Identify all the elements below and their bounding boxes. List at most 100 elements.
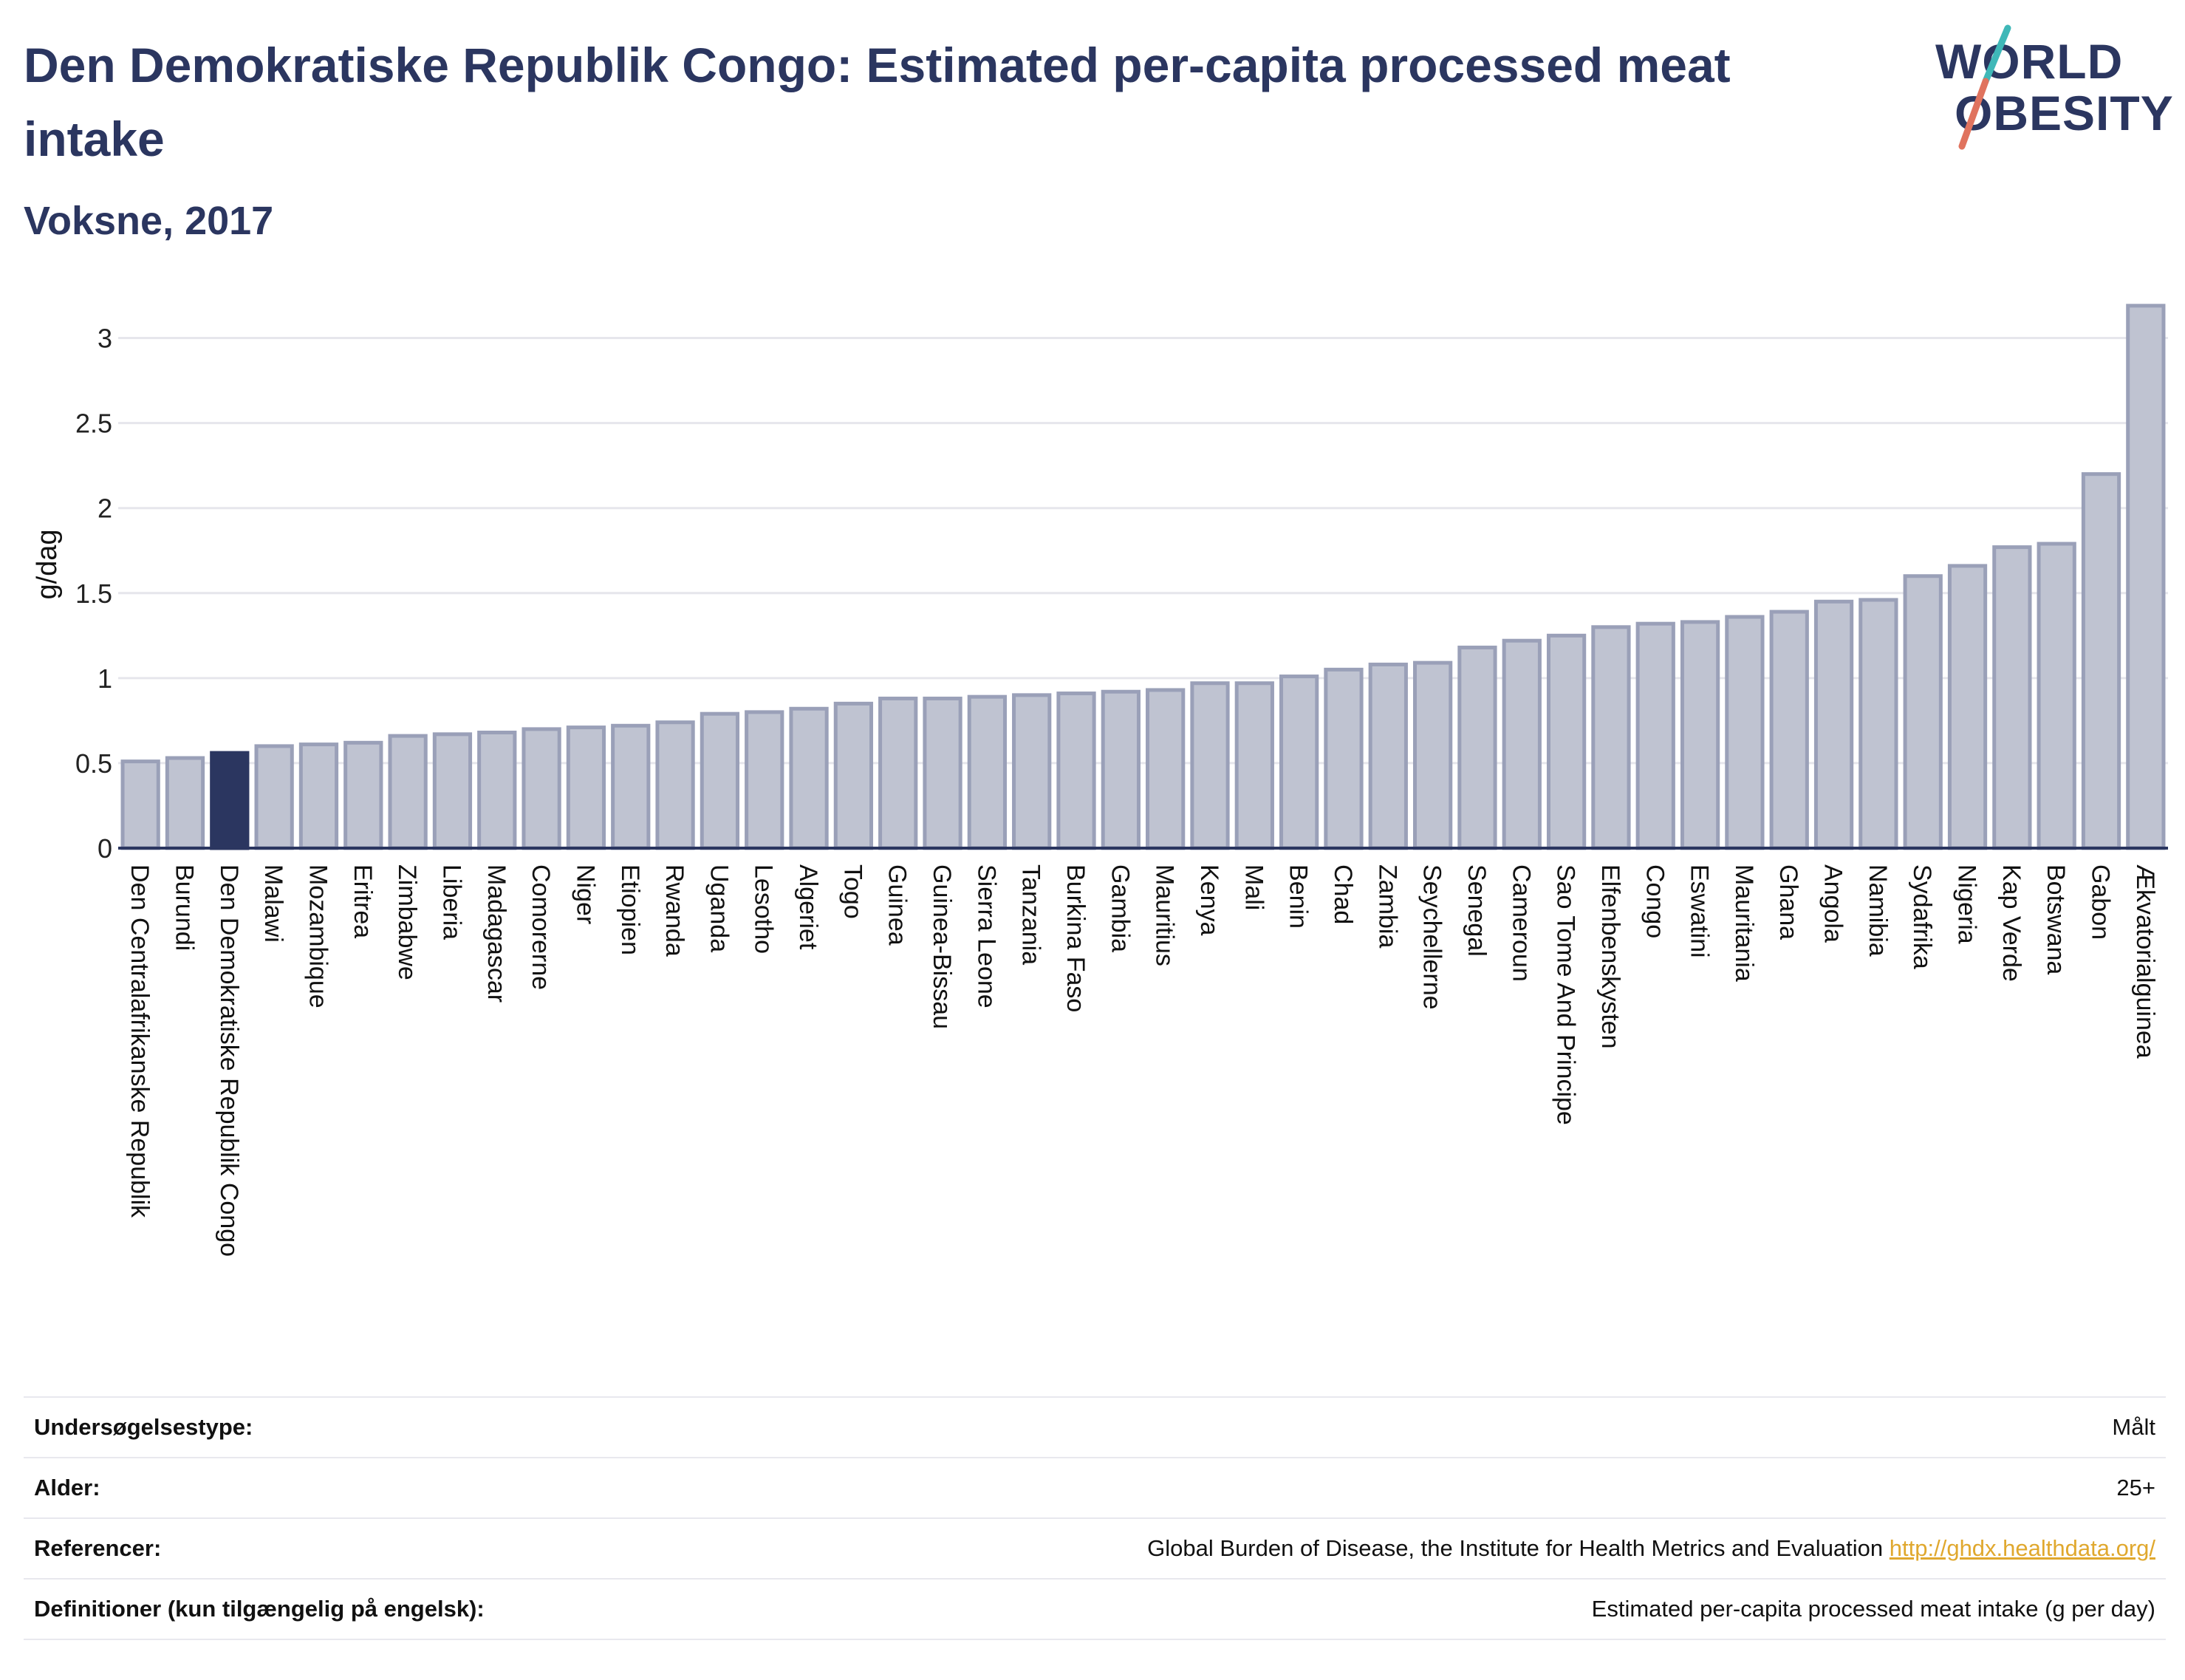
metadata-table: Undersøgelsestype: Målt Alder: 25+ Refer… (24, 1396, 2166, 1640)
bar (700, 711, 740, 850)
y-tick-label: 2 (98, 494, 112, 524)
bar (343, 740, 383, 850)
y-tick-label: 3 (98, 324, 112, 354)
bar (745, 710, 784, 850)
bar (1903, 574, 1943, 850)
metadata-label: Alder: (24, 1457, 697, 1519)
x-tick-label: Guinea-Bissau (928, 864, 956, 1029)
bar (1279, 675, 1319, 850)
x-tick-label: Congo (1641, 864, 1669, 938)
metadata-value: Estimated per-capita processed meat inta… (696, 1578, 2166, 1640)
x-tick-label: Sydafrika (1908, 864, 1936, 969)
y-tick-label: 1.5 (75, 578, 112, 609)
bar (566, 725, 606, 850)
chart-title: Den Demokratiske Republik Congo: Estimat… (24, 38, 1731, 166)
bar (923, 696, 962, 850)
x-tick-label: Kenya (1195, 864, 1223, 935)
bar (1234, 681, 1274, 850)
metadata-row-age: Alder: 25+ (24, 1457, 2166, 1519)
x-tick-label: Benin (1285, 864, 1313, 929)
bar (1368, 662, 1408, 850)
x-tick-label: Mauritania (1730, 864, 1758, 982)
x-tick-label: Togo (838, 864, 866, 919)
x-tick-label: Burkina Faso (1061, 864, 1090, 1012)
metadata-value: Global Burden of Disease, the Institute … (696, 1517, 2166, 1580)
x-tick-label: Mali (1239, 864, 1268, 910)
x-tick-label: Sierra Leone (972, 864, 1000, 1008)
world-obesity-logo: WORLD OBESITY (1928, 22, 2174, 155)
x-tick-label: Rwanda (660, 864, 688, 957)
bar (388, 734, 428, 850)
logo-line-1: WORLD (1935, 34, 2124, 89)
x-tick-label: Guinea (883, 864, 912, 946)
x-tick-label: Mozambique (304, 864, 332, 1008)
x-tick-label: Burundi (170, 864, 198, 951)
bar (1412, 660, 1453, 850)
bar (2081, 472, 2121, 850)
bar-layer (120, 304, 2166, 850)
metadata-row-survey-type: Undersøgelsestype: Målt (24, 1396, 2166, 1458)
metadata-value: 25+ (696, 1457, 2166, 1519)
bar (1502, 638, 1542, 850)
x-tick-label: Uganda (705, 864, 733, 952)
x-tick-label: Etiopien (616, 864, 644, 955)
x-tick-label: Gabon (2087, 864, 2115, 940)
x-tick-label: Mauritius (1151, 864, 1179, 966)
axis-layer: 0 0.5 1 1.5 2 2.5 3 g/dag (32, 324, 2168, 864)
x-tick-label: Eswatini (1686, 864, 1714, 958)
x-tick-label: Cameroun (1507, 864, 1535, 982)
bar-highlighted (210, 751, 250, 850)
reference-text: Global Burden of Disease, the Institute … (1147, 1535, 1884, 1561)
x-tick-label: Sao Tome And Principe (1552, 864, 1580, 1125)
x-tick-label: Elfenbenskysten (1596, 864, 1624, 1049)
chart-subtitle: Voksne, 2017 (24, 199, 274, 243)
x-tick-label: Chad (1329, 864, 1357, 924)
bar (1101, 689, 1141, 850)
x-tick-label: Eritrea (349, 864, 377, 938)
bar (1056, 692, 1096, 850)
bar (1591, 625, 1631, 850)
bar (522, 727, 561, 850)
bar (655, 720, 695, 850)
x-tick-label: Algeriet (794, 864, 822, 950)
logo-line-2: OBESITY (1955, 86, 2174, 140)
metadata-label: Referencer: (24, 1517, 697, 1580)
y-axis-title: g/dag (32, 529, 63, 599)
x-tick-label: Tanzania (1017, 864, 1045, 965)
x-tick-label: Ghana (1774, 864, 1802, 940)
x-tick-label: Namibia (1864, 864, 1892, 957)
bar (1813, 599, 1854, 850)
bar (611, 723, 651, 850)
metadata-row-references: Referencer: Global Burden of Disease, th… (24, 1517, 2166, 1580)
x-tick-label: Zambia (1373, 864, 1401, 948)
bar (833, 701, 874, 850)
bar (1769, 609, 1809, 850)
metadata-label: Undersøgelsestype: (24, 1396, 697, 1458)
bar (1947, 564, 1988, 850)
bar (878, 696, 918, 850)
bar (165, 756, 205, 850)
bar (967, 694, 1007, 850)
x-tick-label: Liberia (437, 864, 465, 940)
x-tick-label: Den Demokratiske Republik Congo (215, 864, 243, 1257)
x-tick-label: Angola (1819, 864, 1847, 943)
y-tick-label: 0.5 (75, 748, 112, 779)
bar (254, 744, 294, 850)
x-tick-label: Nigeria (1953, 864, 1981, 944)
reference-link[interactable]: http://ghdx.healthdata.org/ (1889, 1535, 2155, 1561)
bar (2037, 542, 2076, 850)
x-tick-label: Kap Verde (1997, 864, 2025, 982)
bar (1546, 633, 1587, 850)
bar (1992, 545, 2032, 850)
bar (432, 732, 473, 850)
x-tick-label: Ækvatorialguinea (2131, 864, 2159, 1059)
x-tick-label: Zimbabwe (393, 864, 421, 980)
bar (1725, 615, 1765, 850)
x-tick-label: Senegal (1463, 864, 1491, 957)
y-tick-label: 1 (98, 663, 112, 694)
logo-slash-icon (1958, 24, 2011, 150)
metadata-label: Definitioner (kun tilgængelig på engelsk… (24, 1578, 697, 1640)
x-tick-label: Den Centralafrikanske Republik (126, 864, 154, 1218)
bar-chart: 0 0.5 1 1.5 2 2.5 3 g/dag Den Centralafrikanske… (32, 304, 2168, 1257)
x-tick-label: Botswana (2042, 864, 2070, 974)
